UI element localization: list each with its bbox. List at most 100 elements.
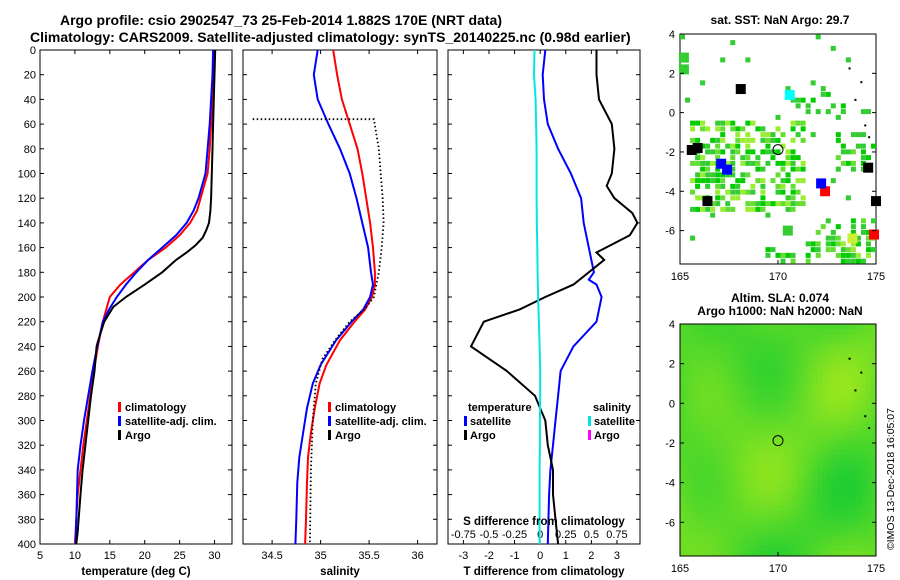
sla-cell [719,364,725,370]
sla-cell [861,455,867,461]
sla-cell [694,429,701,436]
sst-pixel [750,183,756,189]
sla-cell [733,485,740,491]
sla-cell [866,505,872,512]
sla-cell [758,480,764,486]
sla-cell [753,540,759,547]
sla-cell [699,389,705,396]
sla-cell [846,404,852,411]
sla-cell [694,419,701,426]
sst-pixel [745,201,751,207]
sla-cell [680,510,686,517]
sla-cell [787,445,794,451]
sla-cell [807,434,813,441]
sla-cell [743,394,750,401]
sst-pixel [695,160,701,166]
sla-cell [680,414,686,421]
sla-cell [729,470,735,476]
sla-cell [812,440,818,446]
y-tick-label: 380 [18,514,36,526]
sla-cell [738,480,745,486]
sst-pixel-black [702,196,713,207]
sst-pixel [690,178,696,184]
sla-cell [773,545,779,552]
sla-cell [866,485,872,491]
sla-cell [704,445,710,451]
sla-cell [822,465,828,471]
sla-cell [743,434,750,441]
sla-cell [782,379,789,386]
sla-cell [689,545,696,552]
sla-cell [797,339,803,345]
sst-pixel [790,120,796,126]
sla-cell [812,445,818,451]
sla-cell [841,379,848,386]
sla-cell [861,349,867,355]
sst-pixel [740,126,746,132]
sla-cell [812,470,818,476]
sla-cell [856,409,862,416]
sla-cell [787,520,794,527]
sla-cell [743,545,750,552]
sla-cell [861,364,867,370]
sla-cell [689,450,696,456]
sla-cell [831,505,838,512]
sla-cell [753,520,759,527]
sla-cell [709,455,715,461]
sla-cell [704,384,710,391]
sla-cell [812,550,818,557]
sst-pixel [720,172,726,178]
sla-cell [729,359,735,365]
sla-cell [694,475,701,481]
sla-cell [817,389,823,396]
sst-pixel [730,189,736,195]
sla-cell [709,550,715,557]
sla-cell [861,480,867,486]
legend-header-temperature: temperature [468,402,532,414]
sla-cell [866,515,872,522]
sla-cell [733,374,740,380]
sla-cell [802,349,808,355]
sla-cell [748,475,754,481]
sla-cell [768,399,774,406]
sst-pixel [805,109,811,115]
sla-cell [684,354,691,360]
sst-pixel [785,172,791,178]
sst-pixel [770,178,776,184]
sla-cell [836,374,843,380]
sla-cell [861,470,867,476]
sla-cell [866,349,872,355]
sla-cell [812,344,818,350]
sla-cell [802,465,808,471]
sla-cell [831,364,838,370]
sla-cell [680,470,686,476]
map-x-tick-label: 165 [671,271,689,283]
sla-cell [871,505,877,512]
sla-cell [871,394,877,401]
sla-cell [699,525,705,532]
x-tick-label: -2 [484,550,494,562]
sla-cell [836,470,843,476]
sst-pixel [765,212,771,218]
sst-pixel [800,195,806,201]
sla-cell [827,354,833,360]
sla-cell [699,505,705,512]
sst-pixel [740,137,746,143]
sla-cell [699,460,705,466]
sst-pixel [790,126,796,132]
sst-pixel [795,120,801,126]
sla-cell [763,530,769,537]
sla-cell [802,324,808,330]
sst-pixel [850,229,856,235]
sst-pixel [847,233,858,244]
sla-cell [827,470,833,476]
map-y-tick-label: -6 [665,226,675,238]
sla-cell [778,339,784,345]
sla-cell [704,414,710,421]
sla-cell [846,460,852,466]
sla-cell [856,349,862,355]
sla-cell [724,530,730,537]
sst-pixel [815,34,821,40]
x-tick-label: -3 [458,550,468,562]
sla-cell [753,369,759,375]
